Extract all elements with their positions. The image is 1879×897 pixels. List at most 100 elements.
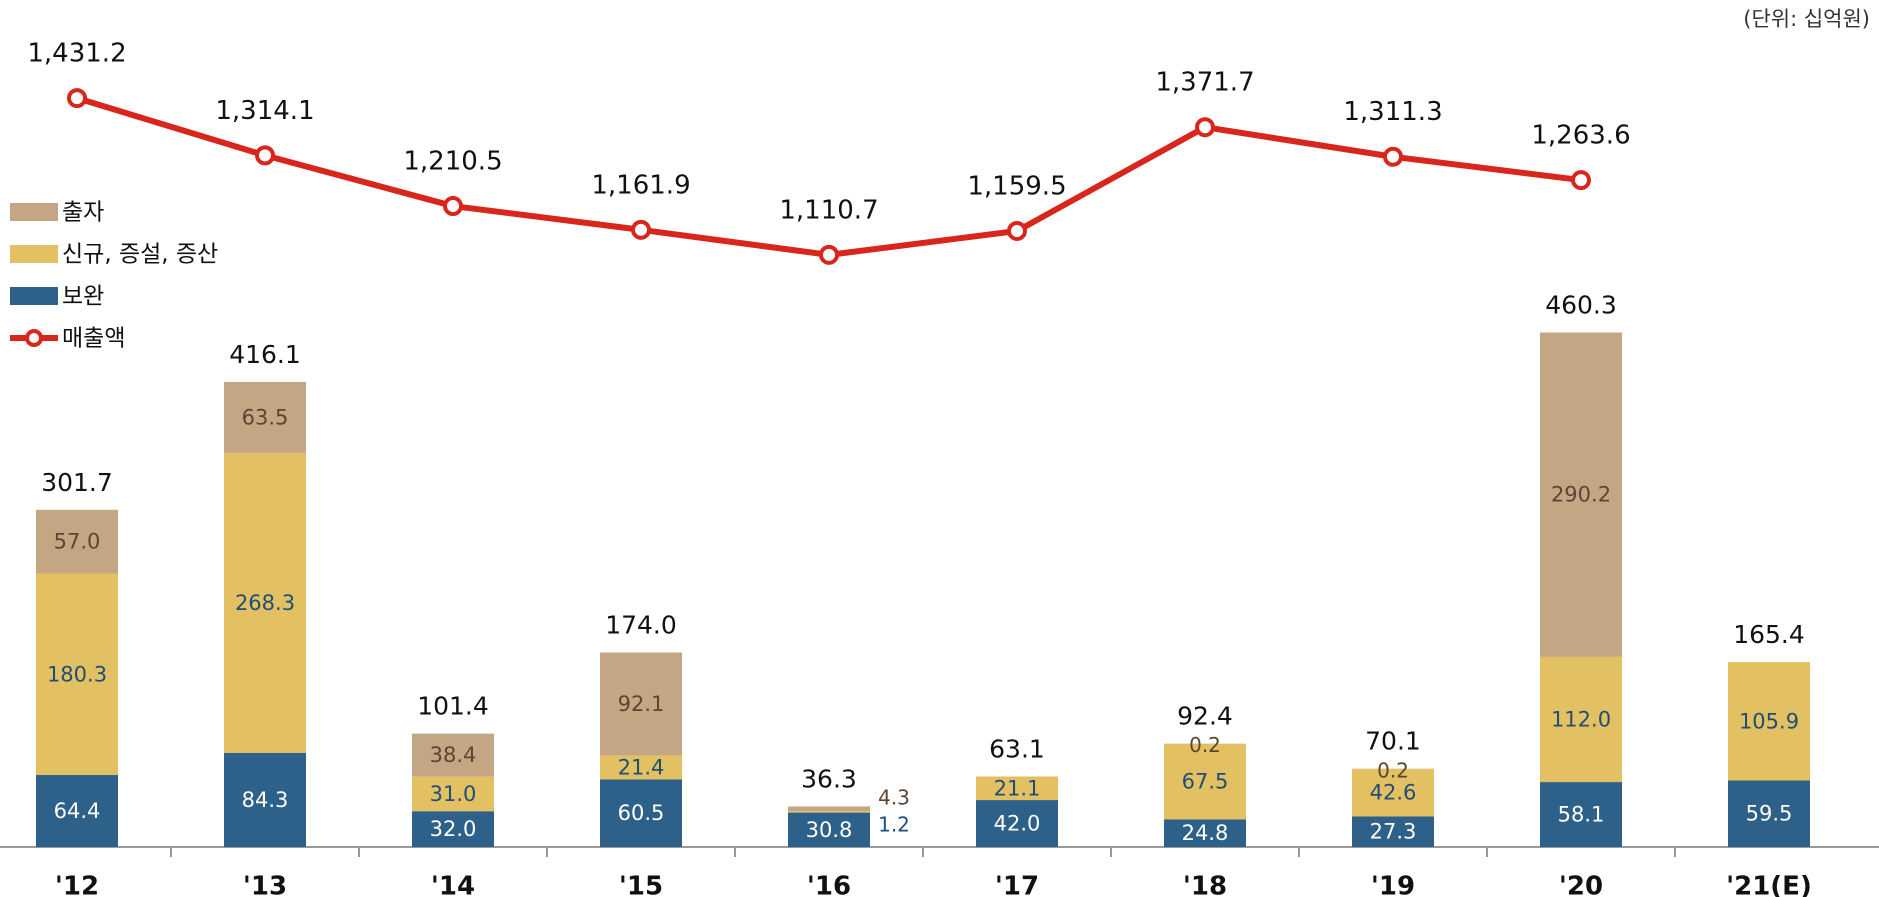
legend-swatch — [10, 287, 58, 305]
x-tick-label: '13 — [243, 872, 287, 897]
total-label: 460.3 — [1545, 291, 1617, 320]
bar-segment — [1728, 780, 1810, 847]
x-tick-label: '12 — [55, 872, 99, 897]
line-label: 1,311.3 — [1343, 97, 1442, 127]
bar-segment — [600, 779, 682, 847]
legend-label: 매출액 — [62, 326, 125, 352]
data-label: 268.3 — [235, 591, 295, 615]
legend-label: 보완 — [62, 284, 104, 310]
x-tick-label: '21(E) — [1726, 872, 1812, 897]
line-marker — [1007, 220, 1027, 241]
total-label: 36.3 — [801, 764, 857, 793]
line-label: 1,210.5 — [403, 147, 502, 177]
legend-label: 신규, 증설, 증산 — [62, 242, 218, 268]
x-tick-label: '19 — [1371, 872, 1415, 897]
bar-segment — [1540, 332, 1622, 657]
bar-segment — [788, 806, 870, 812]
data-label: 105.9 — [1739, 709, 1799, 733]
total-label: 301.7 — [41, 468, 113, 497]
bar-segment — [976, 776, 1058, 801]
data-label: 64.4 — [54, 799, 101, 823]
total-label: 63.1 — [989, 734, 1045, 763]
x-tick-label: '17 — [995, 872, 1039, 897]
data-label: 42.6 — [1370, 781, 1417, 805]
line-label: 1,314.1 — [215, 96, 314, 126]
line-marker — [1195, 117, 1215, 138]
data-label: 57.0 — [54, 530, 101, 554]
data-label: 67.5 — [1182, 770, 1229, 794]
bar-segment — [224, 452, 306, 753]
data-label: 32.0 — [430, 817, 477, 841]
x-tick-label: '20 — [1559, 872, 1603, 897]
data-label: 112.0 — [1551, 707, 1611, 731]
line-marker — [1383, 146, 1403, 167]
x-tick-label: '15 — [619, 872, 663, 897]
data-label: 0.2 — [1189, 733, 1221, 757]
line-marker — [819, 244, 839, 265]
bar-segment — [600, 652, 682, 756]
bar-segment — [788, 812, 870, 847]
total-label: 416.1 — [229, 340, 301, 369]
x-tick-label: '14 — [431, 872, 475, 897]
bar-segment — [1728, 662, 1810, 781]
bar-segment — [224, 752, 306, 847]
data-label: 1.2 — [878, 812, 910, 836]
data-label: 180.3 — [47, 662, 107, 686]
unit-label: (단위: 십억원) — [1743, 7, 1870, 31]
line-label: 1,263.6 — [1531, 121, 1630, 151]
x-tick-label: '16 — [807, 872, 851, 897]
bar-segment — [412, 811, 494, 847]
line-marker — [67, 88, 87, 109]
bar-segment — [1352, 768, 1434, 817]
total-label: 101.4 — [417, 692, 489, 721]
bar-segment — [1352, 816, 1434, 847]
bar-segment — [36, 509, 118, 574]
data-label: 4.3 — [878, 785, 910, 809]
bar-segment — [412, 733, 494, 777]
data-label: 21.1 — [994, 776, 1041, 800]
total-label: 70.1 — [1365, 727, 1421, 756]
line-marker — [443, 196, 463, 217]
line-label: 1,161.9 — [591, 170, 690, 200]
legend-swatch — [10, 203, 58, 221]
line-label: 1,159.5 — [967, 171, 1066, 201]
data-label: 30.8 — [806, 818, 853, 842]
data-label: 24.8 — [1182, 821, 1229, 845]
line-label: 1,431.2 — [27, 39, 126, 69]
data-label: 42.0 — [994, 812, 1041, 836]
legend-marker — [25, 329, 43, 347]
line-label: 1,371.7 — [1155, 68, 1254, 98]
legend-label: 출자 — [62, 200, 104, 226]
data-label: 84.3 — [242, 788, 289, 812]
data-label: 31.0 — [430, 782, 477, 806]
data-label: 21.4 — [618, 755, 665, 779]
data-label: 0.2 — [1377, 758, 1409, 782]
data-label: 60.5 — [618, 801, 665, 825]
data-label: 290.2 — [1551, 483, 1611, 507]
data-label: 38.4 — [430, 743, 477, 767]
bar-segment — [224, 381, 306, 453]
data-label: 58.1 — [1558, 803, 1605, 827]
data-label: 63.5 — [242, 405, 289, 429]
bar-segment — [600, 755, 682, 780]
bar-segment — [1164, 743, 1246, 820]
legend-swatch — [10, 245, 58, 263]
total-label: 174.0 — [605, 611, 677, 640]
data-label: 92.1 — [618, 692, 665, 716]
bar-segment — [1540, 782, 1622, 847]
data-label: 59.5 — [1746, 802, 1793, 826]
line-label: 1,110.7 — [779, 195, 878, 225]
line-marker — [1571, 170, 1591, 191]
bar-segment — [36, 775, 118, 847]
bar-segment — [1540, 656, 1622, 783]
bar-segment — [1164, 819, 1246, 847]
line-marker — [631, 219, 651, 240]
bar-segment — [976, 800, 1058, 847]
line-marker — [255, 145, 275, 166]
x-tick-label: '18 — [1183, 872, 1227, 897]
data-label: 27.3 — [1370, 820, 1417, 844]
total-label: 165.4 — [1733, 620, 1805, 649]
bar-segment — [788, 811, 870, 813]
